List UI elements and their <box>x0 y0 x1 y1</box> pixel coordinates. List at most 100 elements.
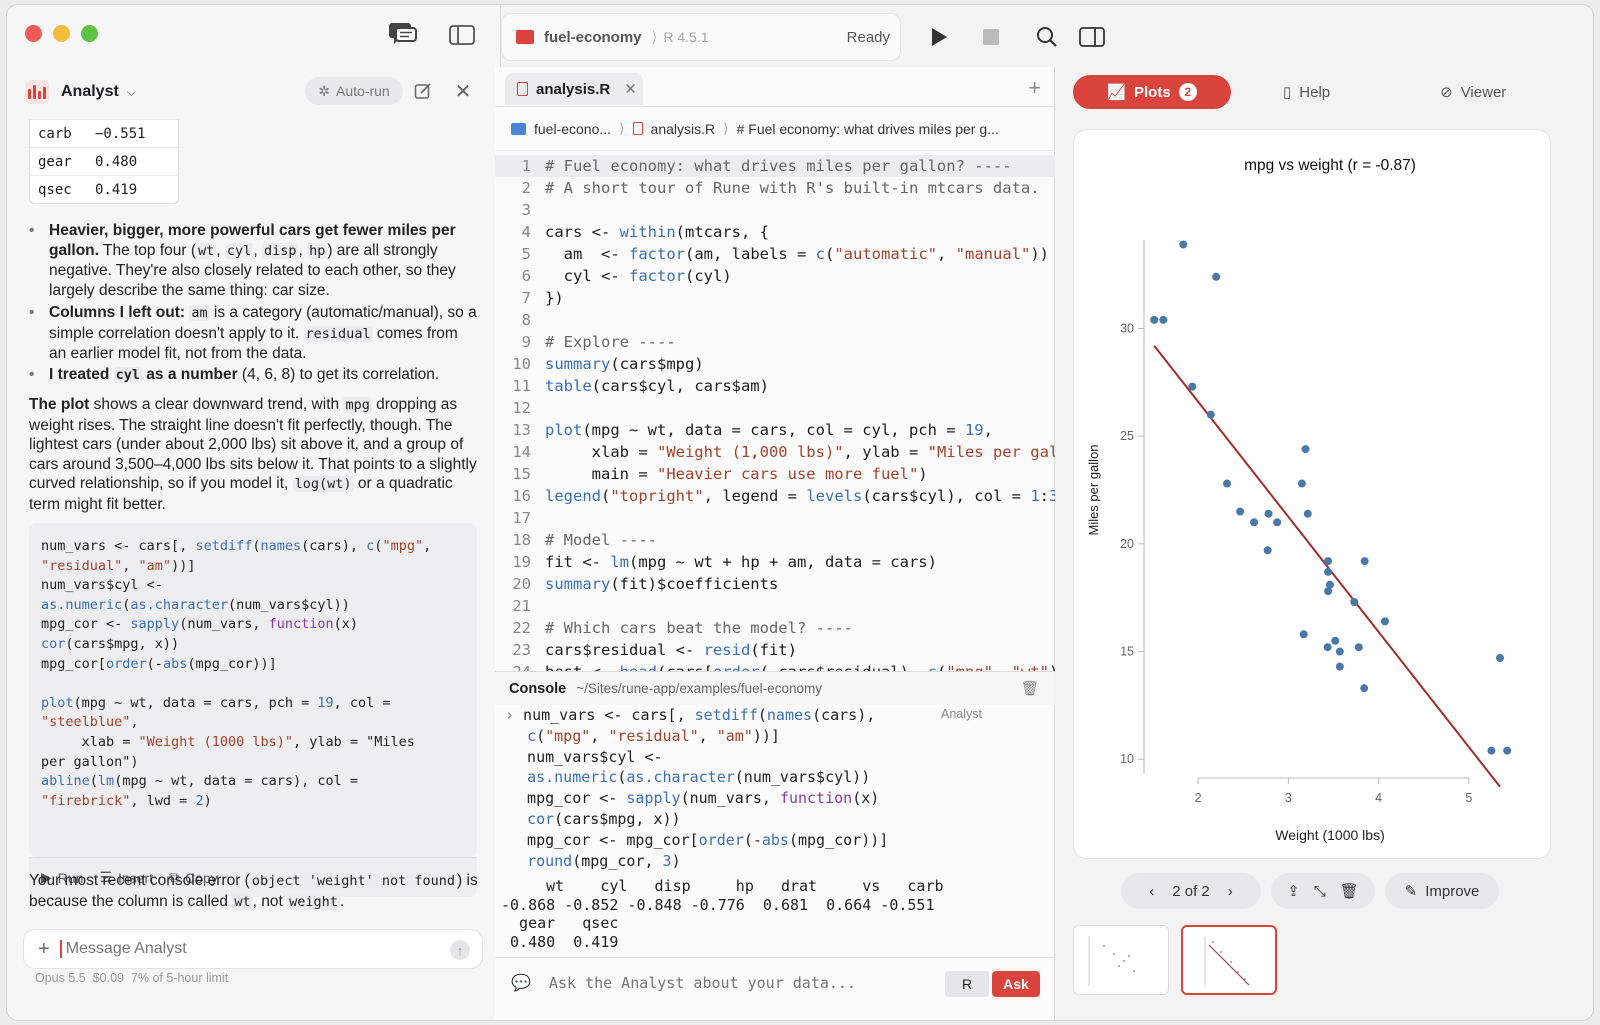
close-window-button[interactable] <box>25 25 42 42</box>
editor-line[interactable]: 5 am <- factor(am, labels = c("automatic… <box>521 245 1049 263</box>
x-tick-label: 3 <box>1285 791 1292 805</box>
pencil-icon: ✎ <box>1404 883 1418 900</box>
table-row: qsec 0.419 <box>30 175 178 203</box>
editor-line[interactable]: 16 legend("topright", legend = levels(car… <box>512 487 1055 505</box>
suggested-code-block: num_vars <- cars[, setdiff(names(cars), … <box>29 523 477 857</box>
insert-code-button[interactable]: ☰ Insert <box>99 869 154 886</box>
editor-line[interactable]: 3 <box>521 201 531 219</box>
compose-icon[interactable] <box>411 79 435 103</box>
trash-icon[interactable]: 🗑 <box>1339 883 1359 900</box>
editor-line[interactable]: 6 cyl <- factor(cyl) <box>521 267 732 285</box>
r-file-icon <box>517 82 528 96</box>
copy-code-button[interactable]: ⧉ Copy <box>169 869 218 886</box>
data-point <box>1250 518 1259 527</box>
close-tab-icon[interactable]: ✕ <box>624 81 637 98</box>
code-line: cor(cars$mpg, x)) <box>41 635 180 652</box>
breadcrumb-folder[interactable]: fuel-econo... <box>534 120 612 137</box>
editor-line[interactable]: 12 <box>512 399 531 417</box>
code-editor[interactable]: 1 # Fuel economy: what drives miles per g… <box>495 151 1055 687</box>
chevron-right-icon[interactable]: › <box>1227 882 1233 900</box>
auto-run-button[interactable]: ✲ Auto-run <box>305 77 403 105</box>
tab-analysis-r[interactable]: analysis.R ✕ <box>505 73 643 105</box>
plot-thumbnail-2[interactable] <box>1181 925 1277 995</box>
message-box: + ↑ <box>23 929 483 969</box>
console-output[interactable]: › num_vars <- cars[, setdiff(names(cars)… <box>495 705 1055 955</box>
breadcrumb-section[interactable]: # Fuel economy: what drives miles per g.… <box>736 120 999 137</box>
minimize-window-button[interactable] <box>53 25 70 42</box>
chevron-down-icon: ⌵ <box>126 84 136 99</box>
editor-line[interactable]: 19 fit <- lm(mpg ~ wt + hp + am, data = c… <box>512 553 937 571</box>
data-point <box>1350 598 1359 606</box>
editor-line[interactable]: 11 table(cars$cyl, cars$am) <box>512 377 769 395</box>
close-panel-icon[interactable]: ✕ <box>454 80 472 103</box>
project-name[interactable]: fuel-economy <box>544 28 642 46</box>
ask-mode-button[interactable]: Ask <box>992 971 1040 997</box>
editor-line[interactable]: 18 # Model ---- <box>512 531 657 549</box>
editor-line[interactable]: 10 summary(cars$mpg) <box>512 355 704 373</box>
data-point <box>1360 684 1369 693</box>
data-point <box>1301 445 1310 454</box>
editor-line[interactable]: 21 <box>512 597 531 615</box>
console-input-line: mpg_cor <- sapply(num_vars, function(x) <box>509 789 880 808</box>
usage-status: Opus 5.5 $0.09 7% of 5-hour limit <box>35 971 229 985</box>
editor-line[interactable]: 9 # Explore ---- <box>521 333 676 351</box>
run-code-button[interactable]: ▶ Run <box>41 869 84 886</box>
editor-line[interactable]: 13 plot(mpg ~ wt, data = cars, col = cyl,… <box>512 421 993 439</box>
compass-icon: ⊘ <box>1440 84 1453 101</box>
send-arrow-icon[interactable]: ↑ <box>450 940 470 960</box>
auto-run-icon: ✲ <box>318 82 331 99</box>
new-tab-plus-icon[interactable]: + <box>1028 75 1041 100</box>
tab-help[interactable]: ▯ Help <box>1283 83 1331 102</box>
chevron-left-icon[interactable]: ‹ <box>1149 882 1155 900</box>
console-ask-bar: 💬 R Ask <box>495 957 1055 1007</box>
analyst-selector[interactable]: Analyst ⌵ <box>25 77 136 107</box>
r-mode-button[interactable]: R <box>945 971 989 997</box>
plot-thumbnail-1[interactable] <box>1073 925 1169 995</box>
plot-explanation: The plot shows a clear downward trend, w… <box>29 396 477 513</box>
data-point <box>1380 617 1389 626</box>
editor-line[interactable]: 2 # A short tour of Rune with R's built-i… <box>521 179 1040 197</box>
editor-line[interactable]: 7}) <box>521 289 564 307</box>
layout-panel-icon[interactable] <box>1075 21 1109 53</box>
chat-bubble-icon: 💬 <box>511 974 531 992</box>
r-file-icon <box>632 122 643 135</box>
plot-actions: ⇪ ⤡ 🗑 <box>1271 873 1375 909</box>
output-panel: 📈 Plots 2 ▯ Help ⊘ Viewer mpg vs weight (r… <box>1055 61 1593 1020</box>
improve-button[interactable]: ✎ Improve <box>1385 873 1499 909</box>
plot-card: mpg vs weight (r = -0.87) 2 3 4 5 10 15 20 25 30 W… <box>1073 129 1551 859</box>
editor-line[interactable]: 23 cars$residual <- resid(fit) <box>512 641 797 659</box>
book-icon: ▯ <box>1283 84 1292 101</box>
tab-plots[interactable]: 📈 Plots 2 <box>1073 75 1231 109</box>
editor-line[interactable]: 4 cars <- within(mtcars, { <box>521 223 769 241</box>
breadcrumb-file[interactable]: analysis.R <box>650 120 716 137</box>
editor-line[interactable]: 17 <box>512 509 531 527</box>
run-play-icon[interactable] <box>923 21 955 53</box>
y-tick-label: 30 <box>1120 321 1134 335</box>
stop-icon[interactable] <box>975 21 1007 53</box>
expand-icon[interactable]: ⤡ <box>1313 882 1326 900</box>
analyst-name: Analyst <box>61 83 119 100</box>
bullet-size: Heavier, bigger, more powerful cars get … <box>29 221 477 300</box>
share-icon[interactable]: ⇪ <box>1287 883 1300 900</box>
editor-line[interactable]: 15 main = "Heavier cars use more fuel") <box>512 465 928 483</box>
ask-input[interactable] <box>548 973 929 992</box>
message-input[interactable] <box>59 940 420 958</box>
editor-line[interactable]: 22 # Which cars beat the model? ---- <box>512 619 853 637</box>
project-toolbar: fuel-economy ⟩ R 4.5.1 Ready <box>501 13 901 61</box>
search-icon[interactable] <box>1031 21 1063 53</box>
regression-line <box>1153 345 1501 788</box>
trash-icon[interactable]: 🗑 <box>1020 681 1039 697</box>
data-point <box>1273 518 1282 527</box>
editor-line[interactable]: 20 summary(fit)$coefficients <box>512 575 779 593</box>
console-input-line: round(mpg_cor, 3) <box>527 851 681 870</box>
sidebar-toggle-icon[interactable] <box>447 21 477 49</box>
editor-line[interactable]: 8 <box>521 311 531 329</box>
attach-plus-icon[interactable]: + <box>38 937 50 960</box>
chat-bubbles-icon[interactable] <box>387 19 419 49</box>
code-line: mpg_cor <- sapply(num_vars, function(x) <box>41 616 359 633</box>
tab-viewer[interactable]: ⊘ Viewer <box>1440 83 1507 102</box>
x-tick-label: 4 <box>1375 791 1382 805</box>
zoom-window-button[interactable] <box>81 25 98 42</box>
editor-line[interactable]: 14 xlab = "Weight (1,000 lbs)", ylab = "… <box>512 443 1055 461</box>
editor-line[interactable]: 1 # Fuel economy: what drives miles per g… <box>495 155 1055 177</box>
